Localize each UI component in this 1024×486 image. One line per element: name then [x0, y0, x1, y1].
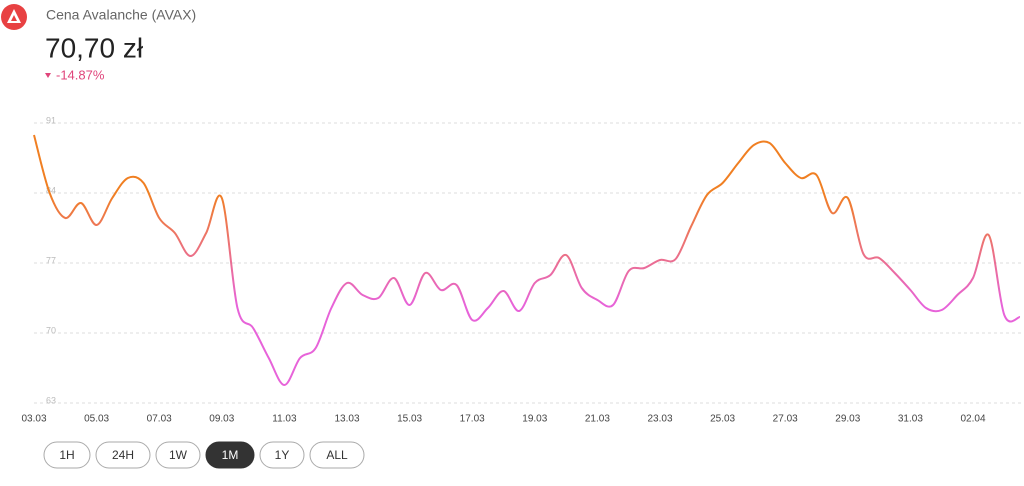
x-tick-label: 07.03 — [147, 414, 172, 425]
logo — [1, 4, 27, 30]
change-icon — [45, 73, 51, 78]
x-tick-label: 11.03 — [272, 414, 297, 425]
range-button[interactable]: 1M — [205, 441, 255, 469]
x-tick-label: 31.03 — [898, 414, 923, 425]
x-tick-label: 15.03 — [397, 414, 422, 425]
button-label: ALL — [326, 448, 348, 462]
range-button[interactable]: 1W — [155, 441, 201, 469]
button-bg — [309, 441, 365, 469]
x-tick-label: 03.03 — [21, 414, 46, 425]
title: Cena Avalanche (AVAX) — [46, 7, 196, 23]
button-bg — [259, 441, 305, 469]
x-tick-label: 02.04 — [960, 414, 985, 425]
button-label: 1H — [59, 448, 74, 462]
button-bg — [155, 441, 201, 469]
x-tick-label: 29.03 — [835, 414, 860, 425]
button-bg — [205, 441, 255, 469]
x-tick-label: 27.03 — [773, 414, 798, 425]
y-tick-label: 77 — [46, 255, 56, 265]
x-tick-label: 19.03 — [522, 414, 547, 425]
logo-mark — [7, 9, 21, 23]
change: -14.87% — [56, 67, 105, 82]
y-tick-label: 84 — [46, 185, 56, 195]
button-bg — [43, 441, 91, 469]
range-button[interactable]: 24H — [95, 441, 151, 469]
price-line — [33, 134, 1021, 387]
price: 70,70 zł — [45, 32, 144, 63]
x-tick-label: 21.03 — [585, 414, 610, 425]
button-label: 1Y — [275, 448, 290, 462]
x-tick-label: 09.03 — [209, 414, 234, 425]
x-tick-label: 17.03 — [460, 414, 485, 425]
button-label: 1W — [169, 448, 188, 462]
range-button[interactable]: 1Y — [259, 441, 305, 469]
y-tick-label: 63 — [46, 395, 56, 405]
range-button[interactable]: 1H — [43, 441, 91, 469]
y-tick-label: 91 — [46, 115, 56, 125]
x-tick-label: 23.03 — [647, 414, 672, 425]
button-bg — [95, 441, 151, 469]
button-label: 1M — [222, 448, 239, 462]
range-button[interactable]: ALL — [309, 441, 365, 469]
x-tick-label: 25.03 — [710, 414, 735, 425]
x-tick-label: 05.03 — [84, 414, 109, 425]
button-label: 24H — [112, 448, 134, 462]
y-tick-label: 70 — [46, 325, 56, 335]
x-tick-label: 13.03 — [334, 414, 359, 425]
